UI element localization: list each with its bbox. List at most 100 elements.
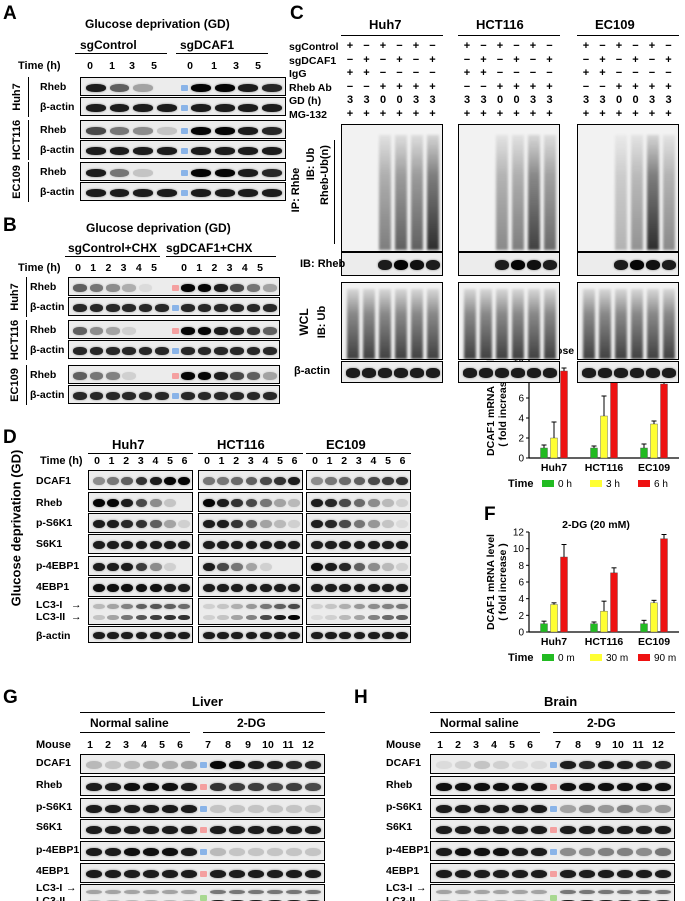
chart-f-legend-label-2: 90 m	[654, 653, 676, 664]
panel-h-group-2: 2-DG	[587, 716, 616, 730]
blot-band	[238, 126, 259, 135]
blot-band	[325, 498, 338, 508]
panel-g-blot-1	[80, 776, 325, 796]
panel-c-sym-2-2-3: −	[632, 67, 639, 80]
blot-band	[353, 498, 366, 508]
panel-h-lane-2: 3	[473, 739, 479, 751]
panel-b-letter: B	[3, 215, 17, 236]
panel-c-sym-0-3-0: −	[346, 80, 354, 93]
panel-d-blot-1-2	[306, 492, 411, 512]
blot-band	[655, 782, 672, 792]
blot-band	[93, 562, 105, 572]
blot-band	[107, 476, 120, 486]
panel-c-ip-smear-1	[458, 124, 560, 252]
blot-band	[85, 889, 102, 895]
panel-d-lane-0-5: 5	[167, 455, 173, 467]
panel-a-row-rheb-1: Rheb	[40, 124, 67, 136]
blot-band	[104, 825, 121, 835]
panel-c-sym-2-0-5: −	[665, 40, 672, 52]
panel-b-lane-3: 3	[120, 262, 127, 274]
panel-c-sym-1-1-3: +	[513, 53, 520, 66]
panel-d-lane-1-2: 2	[233, 455, 240, 467]
panel-c-ib-rheb-label: IB: Rheb	[300, 258, 346, 270]
panel-c-cond-3: Rheb Ab	[289, 81, 332, 94]
blot-band	[107, 583, 120, 593]
panel-b-lane-10: 4	[241, 262, 248, 274]
blot-band	[286, 869, 303, 879]
panel-g-group-1: Normal saline	[90, 716, 169, 730]
blot-band	[617, 782, 634, 792]
blot-band	[353, 540, 366, 550]
chart-e-bar-1-0	[550, 437, 558, 459]
smear-lane	[426, 135, 440, 251]
blot-band	[454, 847, 471, 857]
smear-lane	[378, 289, 392, 359]
blot-band	[378, 368, 392, 378]
blot-band	[311, 498, 323, 508]
blot-band	[579, 825, 596, 835]
ladder-marker	[550, 871, 557, 877]
panel-d-blot-1-0	[88, 492, 193, 512]
blot-band	[157, 188, 178, 197]
panel-g-row-3: S6K1	[36, 821, 63, 833]
panel-c-sym-0-1-1: +	[363, 53, 370, 66]
chart-e-ylabel-0: DCAF1 mRNA level	[485, 360, 497, 456]
blot-band	[286, 825, 303, 835]
blot-band	[107, 603, 120, 610]
panel-d-row-6: LC3-I	[36, 599, 63, 611]
panel-g-lane-2: 3	[123, 739, 129, 751]
panel-c-sym-0-4-5: 3	[429, 94, 436, 107]
blot-band	[203, 615, 215, 620]
panel-b-row-rheb-0: Rheb	[30, 281, 57, 293]
blot-band	[238, 188, 259, 197]
panel-a-row-actin-0: β-actin	[40, 101, 75, 113]
panel-b-lane-7: 1	[196, 262, 203, 274]
chart-f-bar-2-0	[560, 556, 568, 633]
blot-band	[231, 603, 244, 610]
blot-band	[93, 631, 105, 639]
panel-c-sym-1-4-1: 3	[480, 94, 487, 107]
blot-band	[305, 825, 322, 835]
chart-e-bar-0-0	[540, 447, 548, 459]
blot-band	[248, 804, 265, 814]
blot-band	[133, 168, 154, 177]
panel-c-sym-2-4-0: 3	[582, 94, 590, 107]
panel-g-row-2: p-S6K1	[36, 801, 73, 813]
panel-h-blot-5	[430, 863, 675, 883]
blot-band	[89, 303, 104, 312]
panel-c-sym-1-4-2: 0	[496, 94, 504, 107]
panel-c-sym-0-0-0: +	[346, 40, 354, 52]
blot-band	[73, 371, 87, 380]
blot-band	[190, 103, 211, 112]
blot-band	[214, 146, 235, 155]
blot-band	[138, 303, 153, 312]
blot-band	[190, 188, 211, 197]
panel-c-sym-2-5-1: +	[599, 108, 606, 120]
panel-c-sym-2-4-1: 3	[599, 94, 606, 107]
blot-band	[262, 83, 283, 92]
panel-c-sym-0-5-5: +	[429, 108, 436, 120]
panel-c-sym-1-0-3: −	[513, 40, 520, 52]
chart-e-legend-swatch-1	[590, 480, 602, 487]
blot-band	[259, 476, 272, 486]
chart-e-bar-0-2	[640, 447, 648, 459]
blot-band	[133, 103, 154, 112]
panel-c-ib-rheb-1	[458, 252, 560, 276]
blot-band	[367, 562, 380, 572]
panel-d-lc3i-arrow: →	[71, 599, 82, 611]
panel-d-blot-4-2	[306, 556, 411, 576]
panel-a-lane-0: 0	[87, 60, 93, 72]
blot-band	[311, 540, 323, 550]
panel-a-actin-blot-2	[80, 182, 286, 201]
blot-band	[579, 889, 596, 895]
panel-g-row-7: LC3-II	[36, 895, 66, 901]
smear-lane	[378, 135, 392, 251]
blot-band	[229, 760, 246, 770]
blot-band	[161, 804, 178, 814]
panel-g-lane-5: 6	[177, 739, 183, 751]
smear-lane	[662, 135, 676, 251]
blot-band	[121, 583, 134, 593]
smear-lane	[495, 135, 509, 251]
panel-b-row-rheb-1: Rheb	[30, 324, 57, 336]
blot-band	[617, 825, 634, 835]
